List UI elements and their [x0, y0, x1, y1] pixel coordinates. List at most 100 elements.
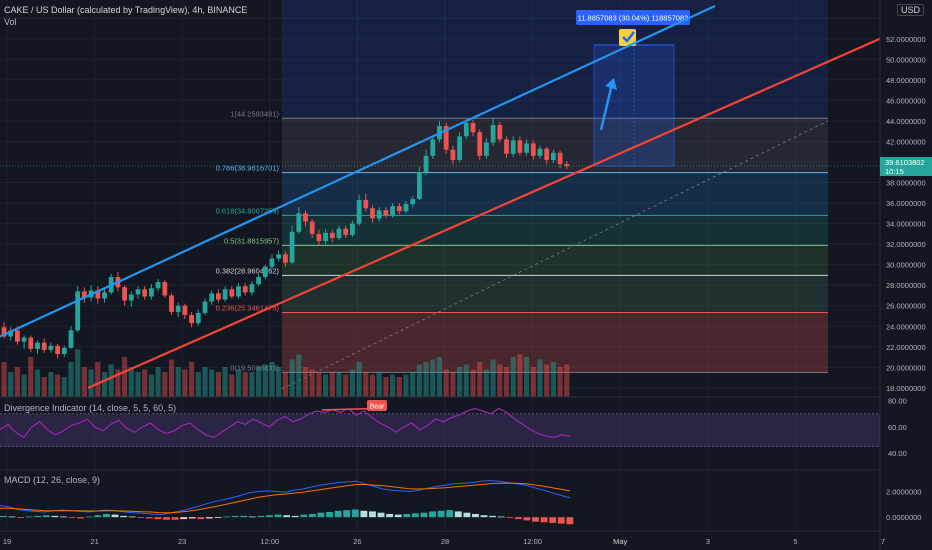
- macd-histogram-bar: [351, 509, 359, 518]
- time-axis-tick: 23: [178, 537, 186, 546]
- macd-histogram-bar: [566, 517, 574, 525]
- fib-trend-line: [281, 120, 829, 390]
- macd-histogram-bar: [403, 513, 411, 518]
- candle-body: [336, 228, 342, 238]
- candle-body: [95, 290, 101, 299]
- volume-bar: [289, 359, 295, 397]
- volume-bar: [416, 364, 422, 397]
- bear-label-box: [367, 400, 387, 411]
- volume-bar: [262, 364, 268, 397]
- macd-histogram-bar: [60, 516, 67, 518]
- volume-bar: [34, 369, 41, 397]
- volume-bar: [477, 362, 483, 397]
- volume-bar: [162, 372, 168, 397]
- volume-bar: [189, 362, 195, 397]
- candle-body: [82, 291, 87, 298]
- volume-bar: [61, 377, 67, 397]
- macd-histogram-bar: [248, 516, 256, 518]
- candle-body: [497, 125, 503, 140]
- candle-body: [417, 172, 422, 199]
- price-axis-tick: 30.0000000: [886, 261, 926, 270]
- volume-bar: [503, 367, 510, 397]
- macd-histogram-bar: [514, 517, 522, 520]
- candle-body: [162, 282, 168, 296]
- time-axis-tick: 21: [90, 537, 98, 546]
- volume-bar: [564, 364, 570, 397]
- macd-histogram-bar: [34, 515, 42, 518]
- candle-body: [41, 342, 47, 350]
- macd-histogram-bar: [394, 514, 402, 518]
- volume-bar: [363, 372, 369, 397]
- volume-bar: [483, 369, 489, 397]
- fib-zone: [282, 312, 828, 373]
- macd-histogram-bar: [437, 510, 445, 518]
- candle-body: [557, 152, 563, 165]
- macd-title: MACD (12, 26, close, 9): [4, 475, 101, 485]
- fib-level-label: 0.5(31.8815957): [224, 236, 280, 245]
- time-axis-tick: 28: [441, 537, 449, 546]
- candle-body: [222, 289, 228, 300]
- candle-body: [249, 284, 255, 293]
- macd-histogram-bar: [386, 513, 394, 518]
- volume-bar: [182, 369, 188, 397]
- volume-bar: [229, 374, 235, 397]
- macd-histogram-bar: [205, 517, 213, 519]
- macd-histogram-bar: [188, 517, 196, 519]
- volume-bar: [550, 362, 556, 397]
- macd-histogram-bar: [480, 515, 488, 518]
- candle-body: [149, 288, 154, 297]
- check-icon: [622, 31, 635, 43]
- macd-histogram-bar: [429, 511, 436, 518]
- candle-body: [28, 337, 34, 349]
- candle-body: [430, 139, 436, 156]
- macd-histogram-bar: [557, 517, 565, 524]
- bar-countdown-label: 10:15: [885, 167, 904, 176]
- candle-body: [242, 286, 248, 293]
- macd-histogram-bar: [369, 511, 376, 518]
- candle-body: [202, 301, 208, 313]
- time-axis-tick: 26: [353, 537, 361, 546]
- price-axis-tick: 26.0000000: [886, 302, 926, 311]
- target-arrow-head: [605, 78, 617, 90]
- macd-histogram-bar: [283, 515, 291, 518]
- currency-badge[interactable]: USD: [897, 4, 925, 16]
- volume-bar: [28, 357, 34, 397]
- candle-body: [477, 132, 483, 156]
- volume-bar: [296, 354, 302, 397]
- candle-body: [296, 213, 302, 232]
- candle-body: [329, 232, 335, 238]
- macd-histogram-bar: [51, 515, 59, 518]
- macd-histogram-bar: [25, 516, 33, 518]
- volume-bar: [195, 372, 201, 397]
- candle-body: [356, 199, 362, 224]
- volume-bar: [175, 367, 181, 397]
- last-price-tag: [880, 157, 932, 177]
- volume-bar: [510, 357, 516, 397]
- price-axis-tick: 36.0000000: [886, 199, 926, 208]
- upper-channel-line: [0, 4, 716, 338]
- volume-bar: [256, 367, 262, 397]
- fib-level-label: 0.382(28.9604462): [216, 266, 280, 275]
- volume-bar: [436, 357, 443, 397]
- volume-bar: [249, 372, 255, 397]
- macd-histogram-bar: [8, 516, 16, 518]
- macd-histogram-bar: [532, 517, 539, 522]
- macd-histogram-bar: [334, 510, 342, 518]
- volume-bar: [309, 369, 315, 397]
- macd-histogram-bar: [317, 512, 325, 518]
- candle-body: [189, 314, 194, 324]
- candle-body: [504, 139, 509, 154]
- candle-body: [61, 347, 67, 354]
- volume-bar: [101, 372, 108, 397]
- macd-histogram-bar: [420, 512, 428, 518]
- macd-histogram-bar: [497, 516, 505, 518]
- candle-body: [524, 143, 529, 153]
- volume-bar: [369, 374, 376, 397]
- volume-bar: [450, 372, 456, 397]
- candle-body: [262, 266, 268, 277]
- candle-body: [128, 294, 134, 301]
- candle-body: [175, 305, 181, 312]
- volume-bar: [383, 377, 389, 397]
- volume-bar: [524, 357, 530, 397]
